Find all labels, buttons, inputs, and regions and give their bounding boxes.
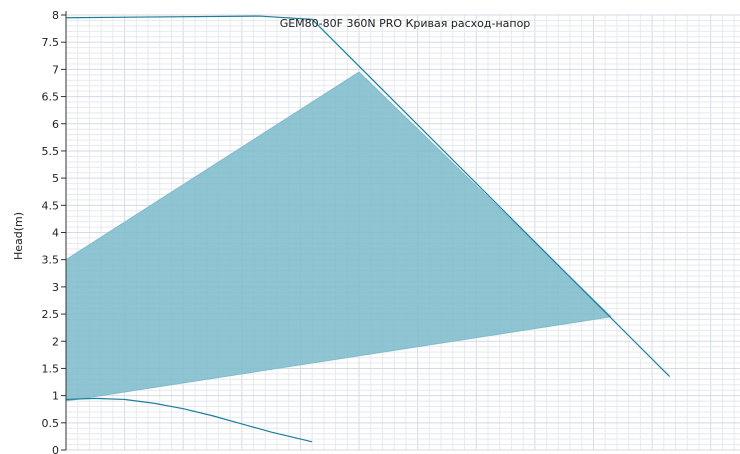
- y-tick-label: 6.5: [42, 91, 60, 104]
- max-curve-line: [65, 15, 671, 378]
- y-tick-label: 3: [52, 281, 59, 294]
- y-tick-label: 7.5: [42, 36, 60, 49]
- y-tick-label: 5: [52, 172, 59, 185]
- y-tick-label: 7: [52, 63, 59, 76]
- y-tick-label: 2: [52, 335, 59, 348]
- y-tick-label: 0.5: [42, 417, 60, 430]
- envelope-polygon: [66, 72, 612, 402]
- chart-title: GEM80-80F 360N PRO Кривая расход-напор: [280, 17, 531, 30]
- y-tick-label: 6: [52, 118, 59, 131]
- envelope-edge: [65, 316, 612, 402]
- y-tick-label: 8: [52, 9, 59, 22]
- y-tick-label: 4: [52, 227, 59, 240]
- min-curve-line: [65, 397, 313, 443]
- y-axis: [61, 11, 67, 451]
- y-tick-label: 5.5: [42, 145, 60, 158]
- y-tick-label: 0: [52, 444, 59, 454]
- curves: [65, 15, 671, 443]
- y-tick-label: 1.5: [42, 362, 60, 375]
- y-tick-labels: 0 0.5 1 1.5 2 2.5 3 3.5 4 4.5 5 5.5 6 6.5 7 7.5 8: [42, 9, 60, 454]
- envelope-edge: [65, 71, 360, 261]
- y-tick-label: 4.5: [42, 199, 60, 212]
- y-tick-label: 1: [52, 390, 59, 403]
- y-tick-label: 3.5: [42, 254, 60, 267]
- y-tick-label: 2.5: [42, 308, 60, 321]
- y-axis-title: Head(m): [12, 212, 25, 260]
